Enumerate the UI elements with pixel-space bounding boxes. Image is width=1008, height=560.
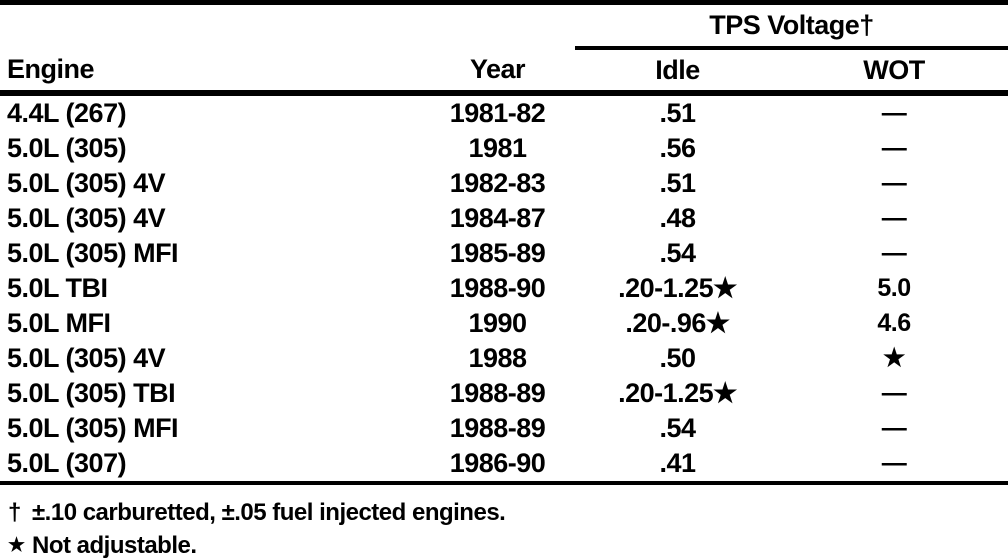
idle-cell: .20-1.25★ xyxy=(618,273,737,303)
idle-column-header: Idle xyxy=(575,48,780,96)
wot-cell: — xyxy=(881,414,907,442)
engine-cell: 5.0L (305) xyxy=(7,133,127,163)
table-row: 5.0L (305) MFI 1988-89 .54 — xyxy=(0,411,1008,446)
engine-cell: 5.0L (305) 4V xyxy=(7,168,166,198)
table-row: 5.0L (305) 4V 1984-87 .48 — xyxy=(0,201,1008,236)
table-row: 4.4L (267) 1981-82 .51 — xyxy=(0,93,1008,131)
year-cell: 1990 xyxy=(468,308,527,338)
wot-cell: 5.0 xyxy=(877,274,911,302)
table-row: 5.0L TBI 1988-90 .20-1.25★ 5.0 xyxy=(0,271,1008,306)
wot-cell: 4.6 xyxy=(877,309,911,337)
idle-cell: .56 xyxy=(659,133,696,163)
table-row: 5.0L MFI 1990 .20-.96★ 4.6 xyxy=(0,306,1008,341)
year-cell: 1985-89 xyxy=(449,238,546,268)
wot-cell: — xyxy=(881,134,907,162)
engine-cell: 5.0L TBI xyxy=(7,273,108,303)
idle-cell: .51 xyxy=(659,98,696,128)
engine-cell: 4.4L (267) xyxy=(7,98,127,128)
footnote-dagger: † ±.10 carburetted, ±.05 fuel injected e… xyxy=(8,496,1008,529)
table-row: 5.0L (305) 1981 .56 — xyxy=(0,131,1008,166)
wot-column-header: WOT xyxy=(780,48,1008,96)
engine-cell: 5.0L (305) 4V xyxy=(7,203,166,233)
engine-cell: 5.0L (307) xyxy=(0,446,420,485)
year-cell: 1988-90 xyxy=(449,273,546,303)
idle-cell: .20-.96★ xyxy=(625,308,730,338)
group-header-spacer xyxy=(0,3,575,49)
column-header-row: Engine Year Idle WOT xyxy=(0,48,1008,96)
wot-cell: — xyxy=(881,379,907,407)
table-row: 5.0L (305) MFI 1985-89 .54 — xyxy=(0,236,1008,271)
year-column-header: Year xyxy=(420,48,575,96)
wot-cell: ★ xyxy=(883,344,905,372)
year-cell: 1988-89 xyxy=(449,378,546,408)
idle-cell: .51 xyxy=(659,168,696,198)
tps-voltage-table: TPS Voltage† Engine Year Idle WOT 4.4L (… xyxy=(0,0,1008,485)
year-cell: 1988-89 xyxy=(449,413,546,443)
engine-cell: 5.0L (305) TBI xyxy=(7,378,176,408)
idle-cell: .41 xyxy=(575,446,780,485)
footnotes: † ±.10 carburetted, ±.05 fuel injected e… xyxy=(0,496,1008,560)
year-cell: 1981-82 xyxy=(449,98,546,128)
table-row: 5.0L (305) 4V 1988 .50 ★ xyxy=(0,341,1008,376)
year-cell: 1981 xyxy=(468,133,527,163)
engine-cell: 5.0L (305) MFI xyxy=(7,238,179,268)
engine-cell: 5.0L (305) 4V xyxy=(7,343,166,373)
idle-cell: .54 xyxy=(659,413,696,443)
wot-cell: — xyxy=(881,204,907,232)
wot-cell: — xyxy=(881,239,907,267)
star-icon: ★ xyxy=(8,535,25,556)
idle-cell: .54 xyxy=(659,238,696,268)
table-row: 5.0L (307) 1986-90 .41 — xyxy=(0,446,1008,485)
idle-cell: .48 xyxy=(659,203,696,233)
footnote-star: ★ Not adjustable. xyxy=(8,529,1008,560)
wot-cell: — xyxy=(881,99,907,127)
year-cell: 1988 xyxy=(468,343,527,373)
engine-cell: 5.0L MFI xyxy=(7,308,111,338)
year-cell: 1984-87 xyxy=(449,203,546,233)
table-row: 5.0L (305) 4V 1982-83 .51 — xyxy=(0,166,1008,201)
table-row: 5.0L (305) TBI 1988-89 .20-1.25★ — xyxy=(0,376,1008,411)
wot-cell: — xyxy=(881,169,907,197)
footnote-dagger-text: ±.10 carburetted, ±.05 fuel injected eng… xyxy=(32,499,506,526)
group-header-row: TPS Voltage† xyxy=(0,2,1008,50)
idle-cell: .20-1.25★ xyxy=(618,378,737,408)
wot-cell: — xyxy=(780,446,1008,485)
year-cell: 1982-83 xyxy=(449,168,546,198)
tps-voltage-group-header: TPS Voltage† xyxy=(575,2,1008,50)
idle-cell: .50 xyxy=(659,343,696,373)
footnote-star-text: Not adjustable. xyxy=(32,532,197,559)
engine-column-header: Engine xyxy=(0,48,420,96)
engine-cell: 5.0L (305) MFI xyxy=(7,413,179,443)
dagger-icon: † xyxy=(8,499,21,526)
year-cell: 1986-90 xyxy=(420,446,575,485)
